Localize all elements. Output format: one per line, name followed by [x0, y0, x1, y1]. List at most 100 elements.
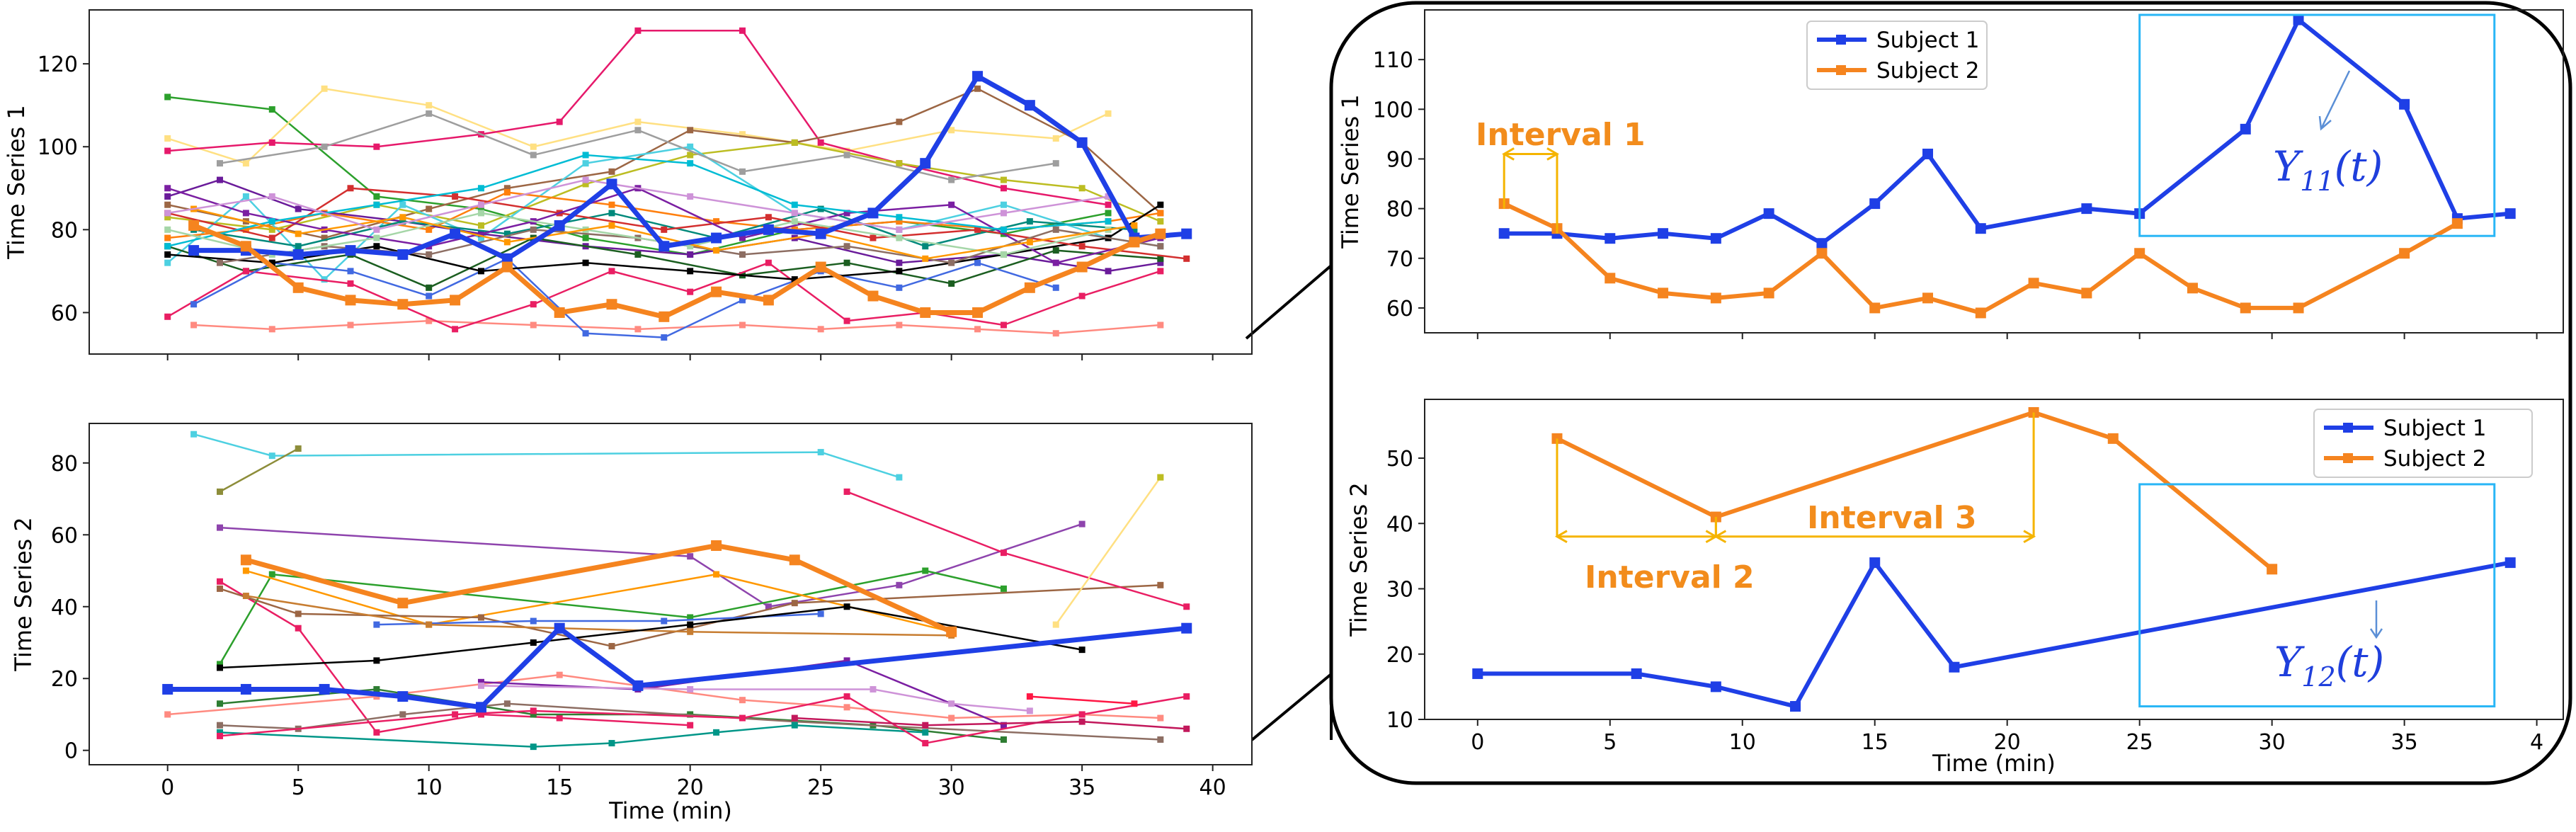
background-series-point [1131, 222, 1138, 229]
background-series-point [687, 193, 694, 200]
background-series-point [556, 118, 563, 125]
background-series-point [1078, 243, 1085, 250]
highlight-series-subject2-point [554, 307, 565, 318]
background-series-point [242, 268, 249, 275]
background-series-line [167, 178, 1109, 231]
highlight-series-subject1-point [1181, 228, 1192, 239]
background-series-point [216, 700, 223, 707]
background-series-point [765, 259, 772, 266]
background-series-point [843, 243, 850, 250]
background-series-line [1055, 477, 1161, 625]
background-series-point [1105, 193, 1112, 200]
background-series-point [896, 268, 903, 275]
background-series-point [347, 185, 354, 192]
background-series-point [739, 251, 746, 258]
background-series-point [556, 671, 563, 678]
background-series-point [608, 222, 615, 229]
background-series-point [530, 152, 537, 159]
background-series-point [1026, 707, 1033, 714]
legend-swatch-marker [2343, 453, 2353, 463]
background-series-point [948, 127, 955, 134]
background-series-point [791, 139, 798, 146]
x-tick-label: 20 [677, 775, 704, 800]
series-subject1-point [1763, 208, 1774, 220]
series-subject2-point [1763, 287, 1774, 299]
background-series-point [791, 210, 798, 217]
series-subject2-point [2134, 248, 2145, 259]
background-series-line [220, 605, 1083, 669]
x-tick-label: 25 [2126, 730, 2153, 755]
background-series-point [216, 661, 223, 668]
x-tick-label: 40 [1199, 775, 1226, 800]
highlight-series-subject1-point [711, 232, 722, 244]
background-series-line [219, 448, 299, 493]
background-series-point [1157, 268, 1164, 275]
background-series-point [216, 585, 223, 592]
background-series-point [687, 288, 694, 295]
series-subject2-point [2267, 564, 2278, 575]
background-series-point [1026, 693, 1033, 700]
background-series-point [843, 488, 850, 495]
background-series-point [843, 259, 850, 266]
background-series-point [1078, 711, 1085, 718]
highlight-series-subject1-point [162, 683, 173, 695]
background-series-point [295, 205, 302, 212]
background-series-point [190, 431, 198, 438]
background-series-point [268, 193, 275, 200]
y-tick-label: 80 [51, 452, 78, 477]
background-series-point [426, 226, 433, 233]
background-series-point [582, 259, 589, 266]
background-series-point [661, 334, 668, 341]
background-series-point [1131, 226, 1138, 233]
background-series-point [713, 247, 720, 254]
background-series-point [216, 578, 223, 585]
background-series-point [634, 326, 642, 333]
highlight-series-subject1-point [554, 622, 565, 634]
background-series-point [268, 218, 275, 225]
background-series-point [1183, 603, 1190, 610]
highlight-series-subject1-line [167, 625, 1187, 710]
panel-right-bottom: 10 20 30 40 50 0 5 10 15 20 25 30 35 4 Time Series 2 Ti… [1345, 399, 2564, 777]
background-series-point [661, 226, 668, 233]
background-series-point [791, 722, 798, 729]
series-subject2-point [1922, 292, 1934, 304]
x-tick-label: 5 [292, 775, 305, 800]
background-series-point [713, 218, 720, 225]
highlight-box [2138, 483, 2496, 708]
x-tick-label: 25 [807, 775, 834, 800]
background-series-point [373, 621, 380, 628]
background-series-point [399, 214, 406, 221]
highlight-series-subject2-point [789, 554, 800, 566]
background-series-point [948, 176, 955, 183]
highlight-series-subject2-point [606, 299, 617, 310]
background-series-line [220, 702, 1161, 741]
background-series-point [426, 251, 433, 258]
y-tick-label: 20 [1386, 643, 1413, 668]
background-series-point [948, 714, 955, 722]
background-series-point [608, 268, 615, 275]
background-series-point [164, 251, 171, 258]
background-series-point [1000, 321, 1007, 329]
highlight-series-subject2-point [240, 554, 251, 566]
background-series-point [426, 284, 433, 291]
background-series-point [896, 259, 903, 266]
background-series-point [477, 210, 484, 217]
highlight-series-subject1-point [450, 228, 461, 239]
plot-area [164, 27, 1192, 341]
zoom-frame [1329, 1, 2572, 785]
y-axis-label: Time Series 2 [1345, 482, 1372, 637]
background-series-point [896, 118, 903, 125]
series-subject2-point [1658, 287, 1669, 299]
highlight-series-subject2-point [240, 241, 251, 252]
background-series-point [268, 259, 275, 266]
highlight-series-subject2-point [920, 307, 931, 318]
background-series-point [582, 176, 589, 183]
background-series-point [503, 700, 511, 707]
plot-frame [1424, 9, 2564, 334]
background-series-line [846, 491, 1187, 608]
background-series-point [687, 160, 694, 167]
series-subject2-point [1975, 307, 1986, 319]
background-series-point [1157, 474, 1164, 481]
background-series-point [582, 181, 589, 188]
background-series-point [687, 127, 694, 134]
